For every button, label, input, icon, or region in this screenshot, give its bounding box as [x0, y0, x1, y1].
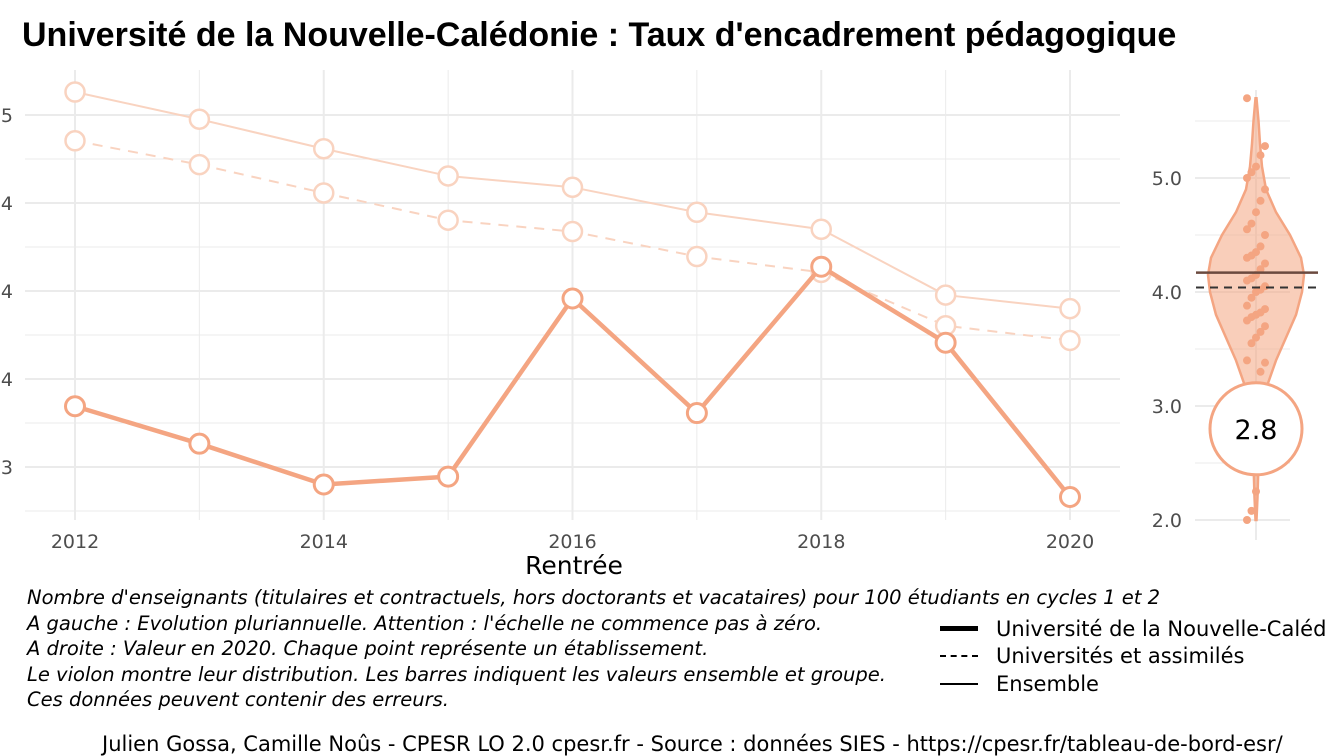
violin-point: [1261, 259, 1269, 268]
violin-point: [1247, 506, 1256, 515]
data-point: [188, 153, 211, 176]
violin-y-tick-label: 3.0: [1152, 396, 1182, 418]
legend-key-dashed: [940, 655, 978, 658]
data-point: [64, 395, 86, 418]
data-point: [686, 245, 708, 268]
violin-point: [1256, 242, 1265, 251]
legend-key-solid: [940, 682, 978, 685]
data-point: [810, 255, 833, 278]
violin-point: [1247, 219, 1256, 228]
y-tick-label: 4: [1, 193, 13, 215]
x-tick-label: 2018: [797, 531, 845, 553]
violin-shape: 2.8: [1196, 94, 1318, 524]
data-point: [313, 182, 335, 204]
violin-point: [1243, 225, 1251, 234]
violin-point: [1261, 142, 1269, 151]
line-chart-series: [64, 81, 1081, 508]
violin-y-tick-label: 4.0: [1152, 282, 1182, 304]
data-point: [934, 284, 957, 306]
highlight-value-label: 2.8: [1235, 415, 1278, 446]
data-point: [312, 473, 335, 496]
violin-body: [1206, 96, 1306, 522]
caption-line: A droite : Valeur en 2020. Chaque point …: [27, 637, 709, 660]
violin-point: [1243, 301, 1251, 310]
data-point: [1059, 297, 1081, 320]
y-tick-label: 4: [1, 281, 13, 303]
legend-key-thick: [940, 626, 978, 632]
data-point: [188, 432, 211, 455]
caption-line: Le violon montre leur distribution. Les …: [27, 662, 886, 686]
x-tick-label: 2012: [51, 531, 99, 553]
violin-point: [1256, 196, 1265, 205]
violin-point: [1252, 487, 1260, 496]
violin-point: [1243, 94, 1251, 103]
data-point: [437, 209, 459, 231]
x-tick-label: 2020: [1046, 531, 1094, 553]
data-point: [188, 108, 211, 130]
violin-point: [1247, 168, 1256, 177]
caption-line: Nombre d'enseignants (titulaires et cont…: [27, 586, 1160, 609]
x-tick-label: 2016: [548, 531, 596, 553]
violin-point: [1261, 322, 1269, 331]
data-point: [810, 218, 832, 241]
chart-canvas: 2012 2014 2016 2018 2020 3 4 4 4 5 2.8 2.0 3.0 4.0 5…: [1, 70, 1318, 580]
data-point: [437, 465, 460, 488]
data-point: [686, 201, 708, 224]
legend-item: Université de la Nouvelle-Caléd: [940, 615, 1326, 643]
data-point: [685, 402, 708, 425]
violin-point: [1243, 174, 1251, 182]
violin-point: [1252, 248, 1260, 257]
violin-y-tick-label: 2.0: [1152, 510, 1182, 532]
violin-point: [1243, 356, 1251, 365]
violin-point: [1261, 358, 1269, 367]
y-tick-label: 4: [1, 369, 13, 391]
violin-point: [1261, 282, 1269, 291]
violin-ticks: 2.0 3.0 4.0 5.0: [1152, 168, 1182, 532]
data-point: [561, 220, 584, 243]
legend-label: Université de la Nouvelle-Caléd: [996, 616, 1327, 641]
data-point: [561, 287, 584, 310]
footer-credits: Julien Gossa, Camille Noûs - CPESR LO 2.…: [102, 732, 1283, 756]
caption: Nombre d'enseignants (titulaires et cont…: [27, 585, 1160, 713]
data-point: [1059, 329, 1081, 352]
violin-point: [1256, 367, 1265, 376]
chart-title: Université de la Nouvelle-Calédonie : Ta…: [22, 16, 1177, 54]
data-point: [313, 137, 335, 160]
violin-point: [1261, 305, 1269, 314]
caption-line: A gauche : Evolution pluriannuelle. Atte…: [27, 611, 823, 635]
y-tick-label: 5: [1, 105, 13, 127]
violin-y-tick-label: 5.0: [1152, 168, 1182, 190]
violin-point: [1256, 151, 1265, 160]
data-point: [437, 165, 459, 187]
violin-point: [1261, 231, 1269, 239]
legend-item: Ensemble: [940, 670, 1326, 698]
violin-point: [1256, 265, 1265, 274]
legend-item: Universités et assimilés: [940, 643, 1326, 671]
legend-label: Universités et assimilés: [996, 644, 1245, 669]
legend-label: Ensemble: [996, 671, 1099, 696]
caption-line: Ces données peuvent contenir des erreurs…: [27, 688, 449, 711]
violin-point: [1243, 516, 1251, 524]
violin-point: [1247, 339, 1256, 348]
x-axis-label: Rentrée: [525, 551, 623, 580]
violin-point: [1247, 293, 1256, 302]
data-point: [1059, 486, 1081, 508]
violin-point: [1256, 327, 1265, 336]
violin-point: [1252, 208, 1260, 217]
data-point: [64, 130, 86, 152]
data-point: [561, 176, 584, 199]
data-point: [64, 81, 86, 103]
highlight-bubble: [1208, 381, 1304, 477]
line-chart-ticks: 2012 2014 2016 2018 2020 3 4 4 4 5: [1, 105, 1094, 553]
violin-point: [1252, 162, 1260, 171]
legend: Université de la Nouvelle-Caléd Universi…: [940, 615, 1326, 698]
data-point: [934, 331, 957, 354]
violin-point: [1252, 333, 1260, 342]
x-tick-label: 2014: [300, 531, 348, 553]
violin-point: [1261, 185, 1269, 194]
y-tick-label: 3: [1, 457, 13, 479]
